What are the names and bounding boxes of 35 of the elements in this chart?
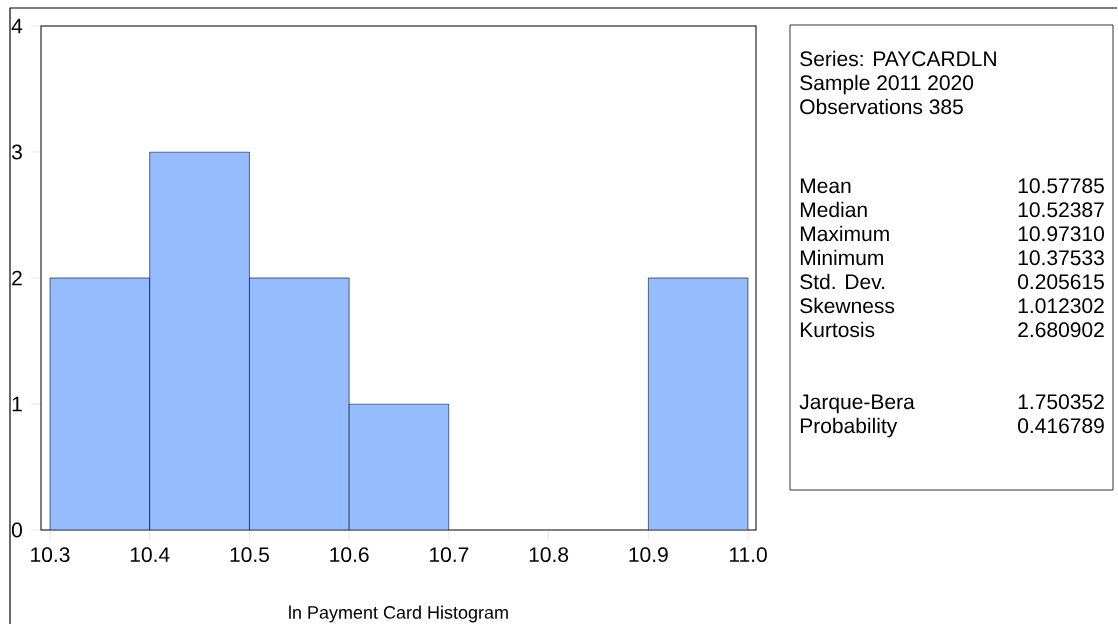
x-tick-label: 10.6 (330, 547, 369, 563)
text: 1.012302 (1018, 298, 1104, 314)
text: Mean (800, 178, 851, 194)
x-tick-label: 11.0 (729, 547, 767, 563)
text: 2.680902 (1018, 322, 1104, 338)
x-tick-label: 10.7 (430, 547, 469, 563)
text: Series: PAYCARDLN (800, 50, 996, 67)
text: 1.750352 (1018, 394, 1104, 410)
y-tick-label: 2 (12, 270, 22, 286)
text: 0.416789 (1018, 418, 1104, 434)
y-tick-label: 1 (12, 396, 22, 412)
y-tick-label: 4 (11, 18, 23, 34)
y-tick-label: 0 (11, 522, 22, 538)
x-tick-label: 10.9 (629, 547, 668, 563)
x-tick-label: 10.4 (130, 547, 170, 563)
text: 10.37533 (1018, 250, 1104, 266)
text: 0.205615 (1018, 274, 1104, 290)
text: Kurtosis (800, 321, 875, 338)
text: 10.97310 (1018, 226, 1104, 242)
text: Sample 2011 2020 (800, 74, 974, 95)
text: Skewness (800, 297, 895, 314)
x-tick-label: 10.3 (31, 547, 70, 563)
text: 10.57785 (1018, 178, 1104, 194)
text: Jarque-Bera (799, 394, 915, 414)
text: Maximum (800, 225, 889, 242)
y-tick-label: 3 (11, 144, 22, 160)
x-tick-label: 10.8 (529, 547, 569, 563)
x-tick-label: 10.5 (230, 547, 269, 563)
text: Observations 385 (800, 98, 963, 115)
text: Median (800, 201, 867, 218)
text: 10.52387 (1018, 202, 1104, 218)
text: Minimum (800, 249, 883, 266)
text: Probability (800, 417, 898, 438)
x-axis-title: ln Payment Card Histogram (289, 605, 508, 623)
text: Std. Dev. (800, 273, 885, 290)
